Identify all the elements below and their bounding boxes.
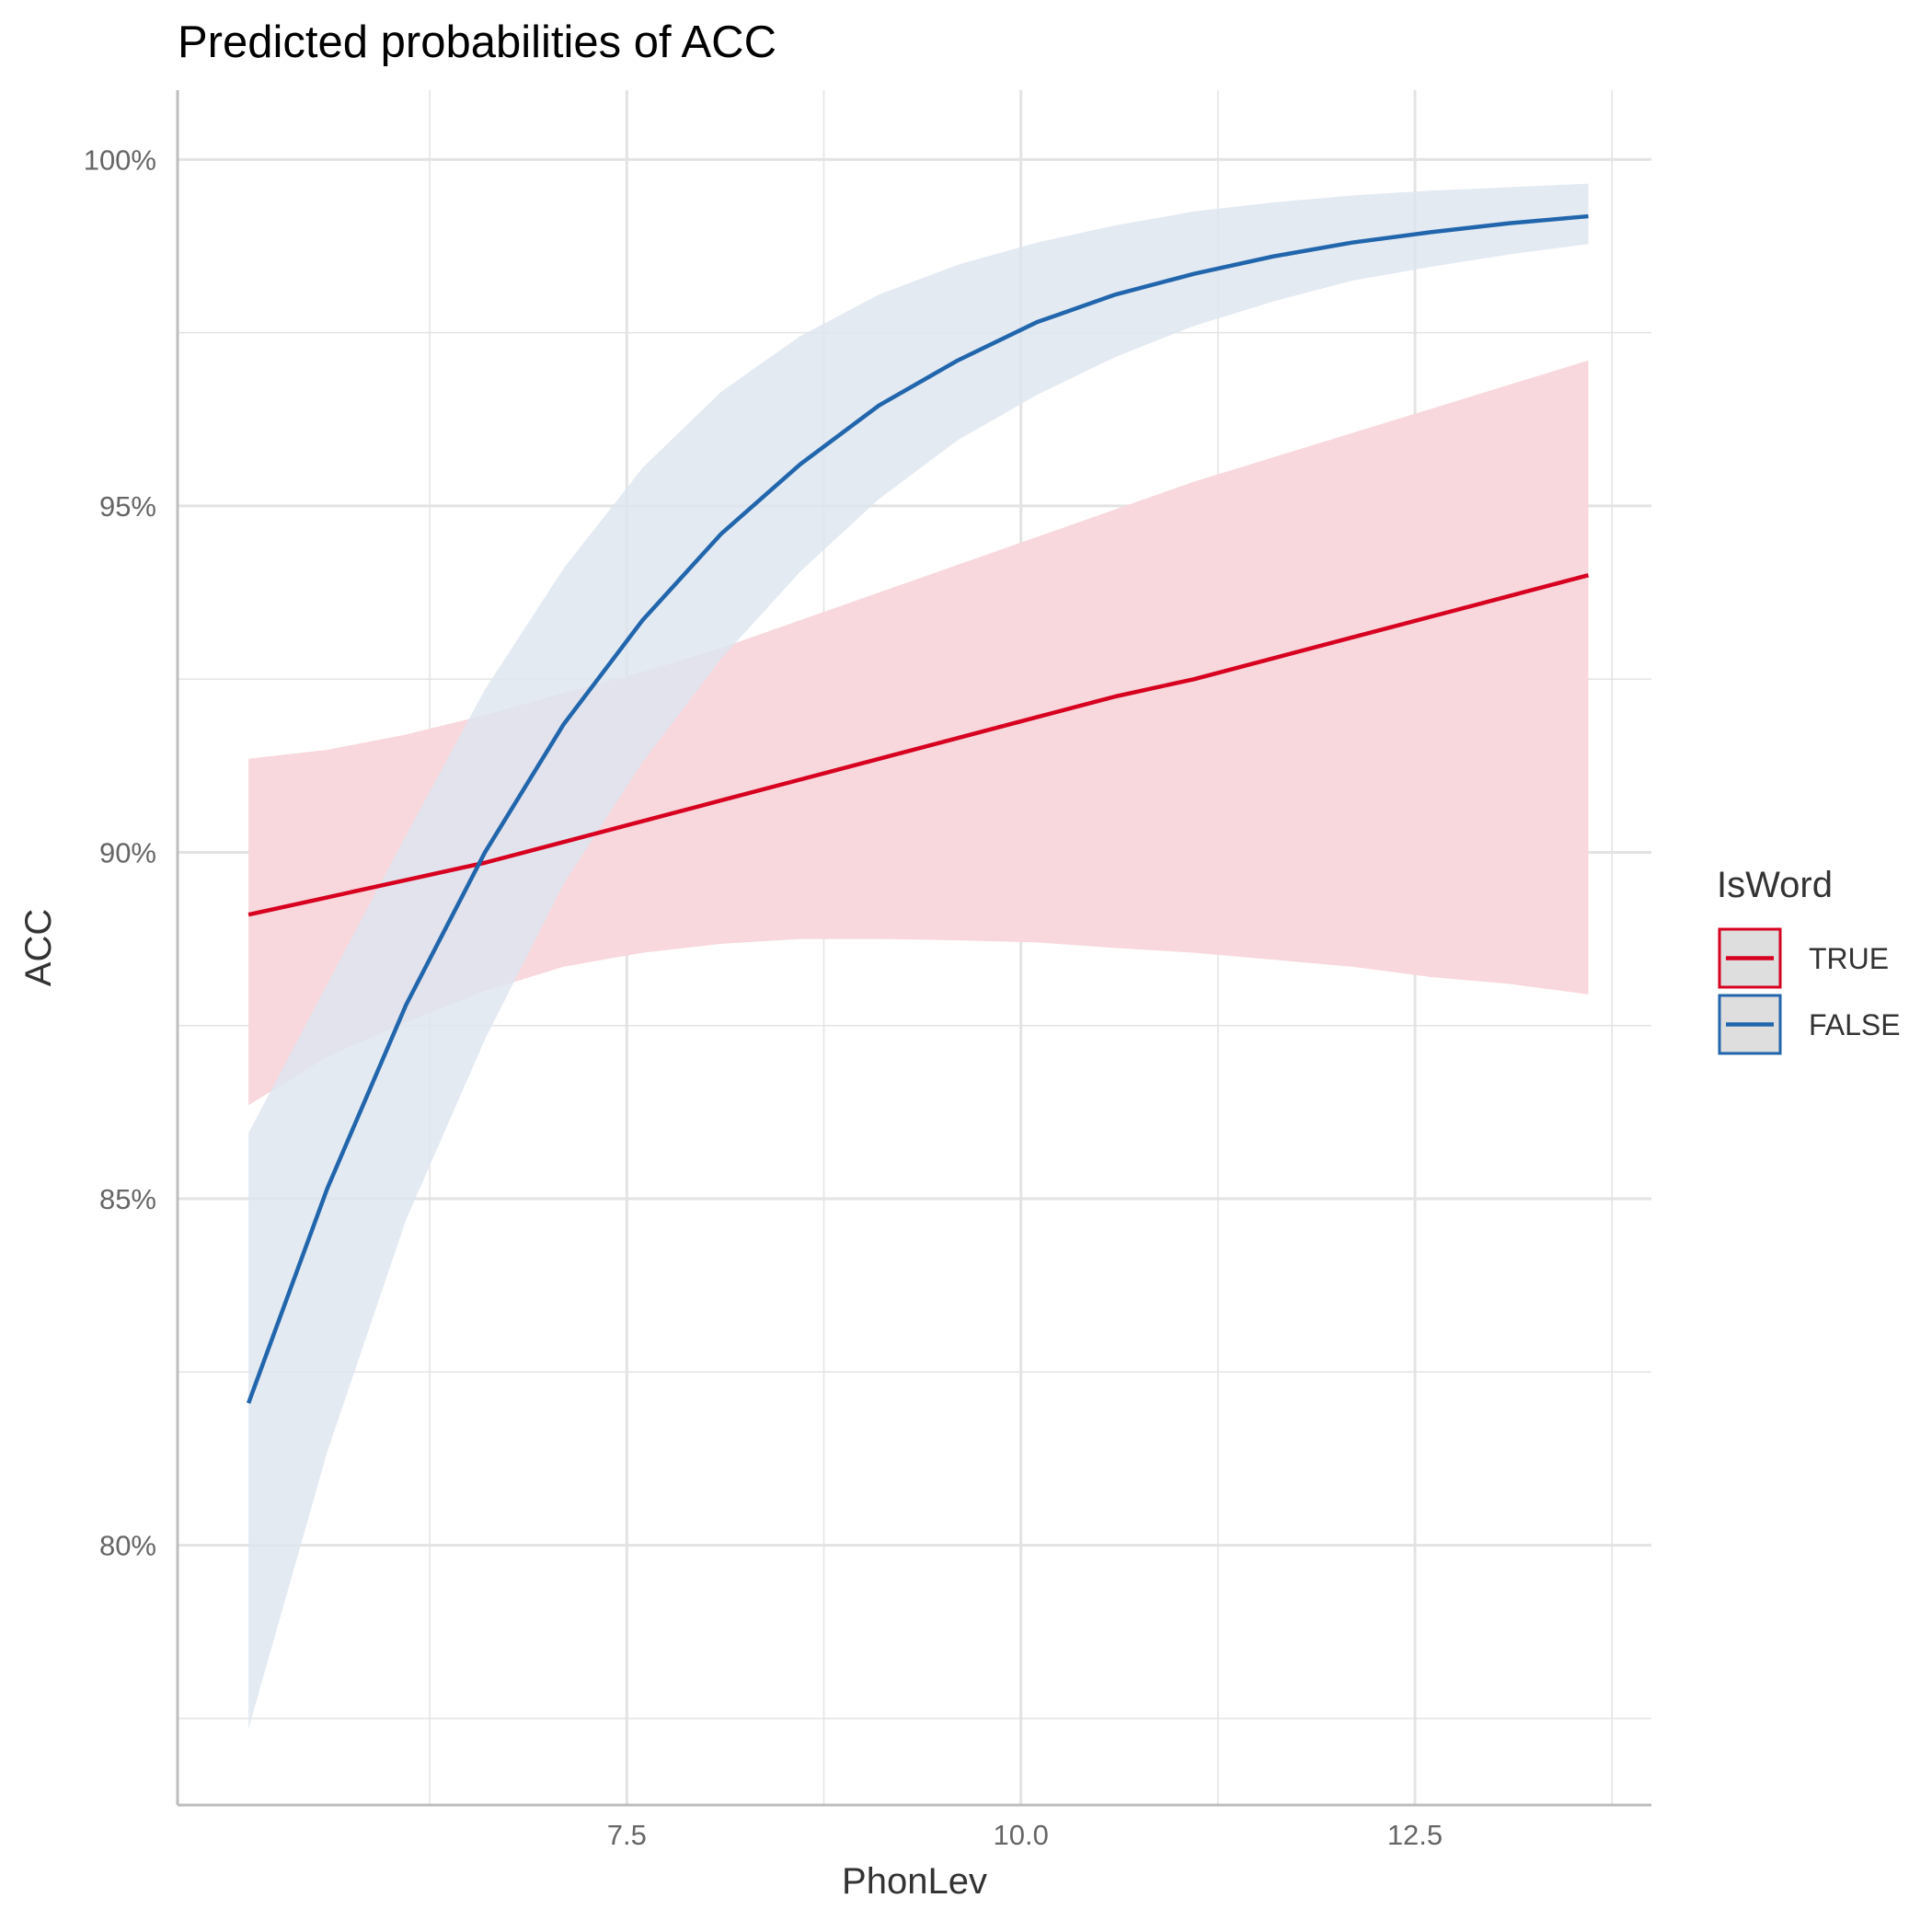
ribbon-true — [248, 360, 1589, 1106]
x-tick-labels: 7.5 10.0 12.5 — [607, 1819, 1443, 1851]
y-tick-labels: 80% 85% 90% 95% 100% — [84, 144, 156, 1561]
y-tick-label: 80% — [99, 1530, 156, 1562]
chart-title: Predicted probabilities of ACC — [178, 17, 776, 67]
ribbon-false — [248, 183, 1589, 1730]
y-tick-label: 90% — [99, 836, 156, 868]
series-lines — [246, 213, 1590, 1404]
legend: IsWord TRUE FALSE — [1717, 865, 1901, 1055]
legend-label-false: FALSE — [1809, 1008, 1901, 1041]
y-tick-label: 95% — [99, 490, 156, 523]
x-tick-label: 7.5 — [607, 1819, 647, 1851]
line-true — [247, 573, 1590, 917]
x-axis-title: PhonLev — [842, 1861, 987, 1902]
legend-title: IsWord — [1717, 865, 1833, 905]
legend-label-true: TRUE — [1809, 942, 1889, 975]
confidence-ribbons — [248, 183, 1589, 1730]
line-false — [246, 213, 1589, 1404]
x-tick-label: 10.0 — [993, 1819, 1048, 1851]
y-tick-label: 100% — [84, 144, 156, 176]
x-tick-label: 12.5 — [1387, 1819, 1443, 1851]
y-tick-label: 85% — [99, 1183, 156, 1215]
y-axis-title: ACC — [18, 909, 59, 986]
